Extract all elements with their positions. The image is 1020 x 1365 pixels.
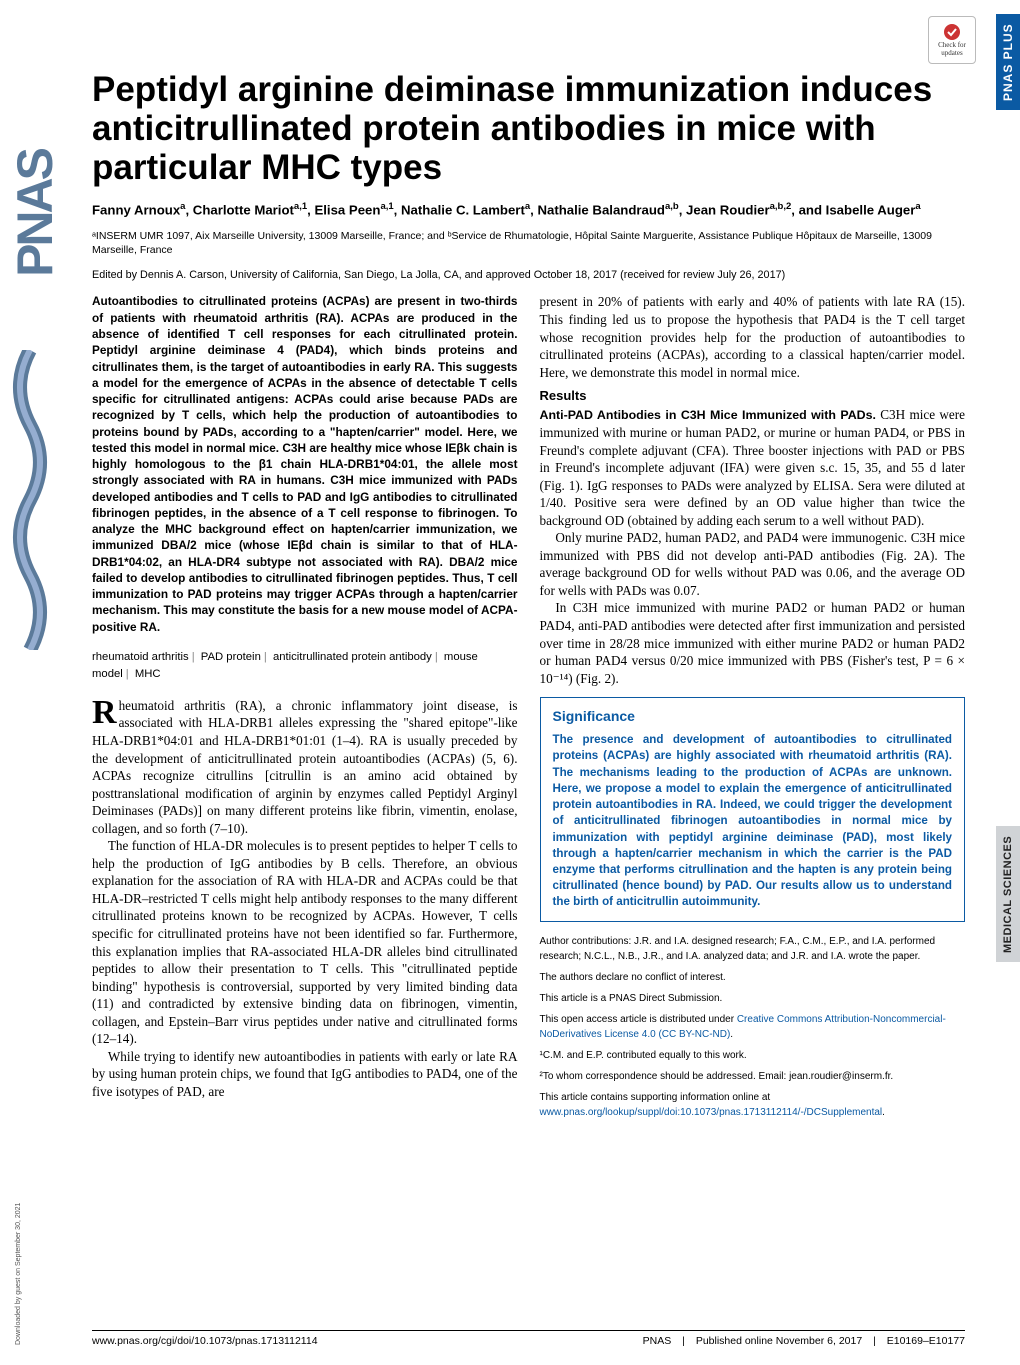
- footer-journal: PNAS: [643, 1335, 672, 1347]
- body-p1: heumatoid arthritis (RA), a chronic infl…: [92, 698, 518, 836]
- license: This open access article is distributed …: [540, 1012, 966, 1042]
- license-pre: This open access article is distributed …: [540, 1014, 737, 1025]
- body-r4: In C3H mice immunized with murine PAD2 o…: [540, 599, 966, 687]
- left-column: Autoantibodies to citrullinated proteins…: [92, 293, 518, 1125]
- article-title: Peptidyl arginine deiminase immunization…: [92, 70, 965, 188]
- footnotes: Author contributions: J.R. and I.A. desi…: [540, 934, 966, 1120]
- affiliations: ᵃINSERM UMR 1097, Aix Marseille Universi…: [92, 229, 965, 257]
- edited-by: Edited by Dennis A. Carson, University o…: [92, 269, 965, 281]
- correspondence: ²To whom correspondence should be addres…: [540, 1069, 966, 1084]
- right-column: present in 20% of patients with early an…: [540, 293, 966, 1125]
- results-heading: Results: [540, 387, 966, 404]
- conflict-statement: The authors declare no conflict of inter…: [540, 970, 966, 985]
- significance-title: Significance: [553, 708, 953, 724]
- body-r1: present in 20% of patients with early an…: [540, 293, 966, 381]
- keyword: PAD protein: [201, 651, 261, 663]
- check-updates-badge[interactable]: Check for updates: [928, 16, 976, 64]
- results-runin: Anti-PAD Antibodies in C3H Mice Immunize…: [540, 408, 876, 422]
- footer-doi: www.pnas.org/cgi/doi/10.1073/pnas.171311…: [92, 1335, 318, 1347]
- supp-pre: This article contains supporting informa…: [540, 1092, 771, 1103]
- footer-date: Published online November 6, 2017: [696, 1335, 862, 1347]
- body-r2: C3H mice were immunized with murine or h…: [540, 407, 966, 527]
- keyword: MHC: [135, 668, 161, 680]
- keyword: rheumatoid arthritis: [92, 651, 189, 663]
- supp-post: .: [882, 1107, 885, 1118]
- footer-right: PNAS | Published online November 6, 2017…: [643, 1335, 965, 1347]
- body-r3: Only murine PAD2, human PAD2, and PAD4 w…: [540, 529, 966, 599]
- body-p2: The function of HLA-DR molecules is to p…: [92, 837, 518, 1048]
- author-list: Fanny Arnouxa, Charlotte Mariota,1, Elis…: [92, 200, 965, 220]
- significance-box: Significance The presence and developmen…: [540, 697, 966, 921]
- supp-link[interactable]: www.pnas.org/lookup/suppl/doi:10.1073/pn…: [540, 1107, 883, 1118]
- significance-body: The presence and development of autoanti…: [553, 732, 953, 910]
- footer-pages: E10169–E10177: [887, 1335, 965, 1347]
- page-footer: www.pnas.org/cgi/doi/10.1073/pnas.171311…: [92, 1330, 965, 1347]
- right-body: present in 20% of patients with early an…: [540, 293, 966, 687]
- left-body: Rheumatoid arthritis (RA), a chronic inf…: [92, 697, 518, 1101]
- check-updates-label-2: updates: [941, 50, 962, 58]
- equal-contrib: ¹C.M. and E.P. contributed equally to th…: [540, 1048, 966, 1063]
- direct-submission: This article is a PNAS Direct Submission…: [540, 991, 966, 1006]
- check-updates-icon: [942, 22, 962, 42]
- abstract: Autoantibodies to citrullinated proteins…: [92, 293, 518, 635]
- dropcap: R: [92, 699, 119, 728]
- body-p3: While trying to identify new autoantibod…: [92, 1048, 518, 1101]
- supporting-info: This article contains supporting informa…: [540, 1090, 966, 1120]
- keywords: rheumatoid arthritis| PAD protein| antic…: [92, 649, 518, 683]
- author-contributions: Author contributions: J.R. and I.A. desi…: [540, 934, 966, 964]
- keyword: anticitrullinated protein antibody: [273, 651, 432, 663]
- license-post: .: [730, 1029, 733, 1040]
